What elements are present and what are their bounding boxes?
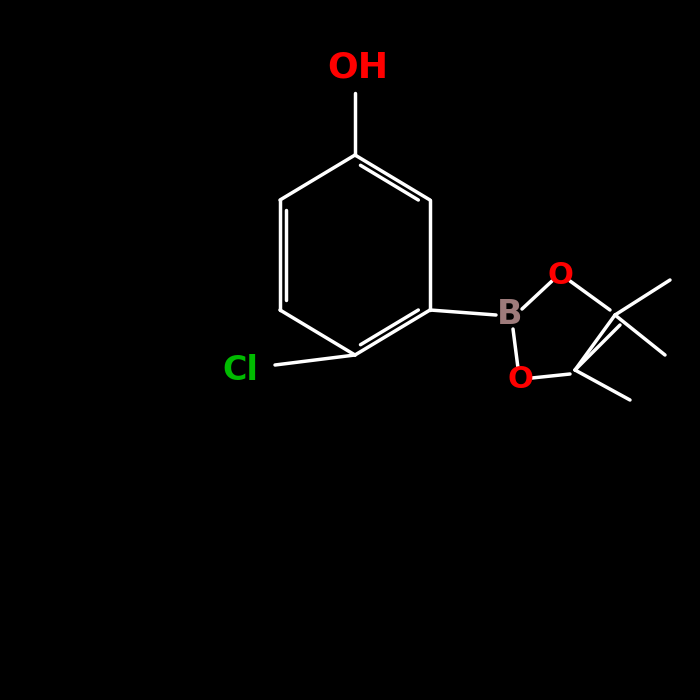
Text: O: O [547, 260, 573, 290]
Text: OH: OH [328, 50, 389, 84]
Text: Cl: Cl [222, 354, 258, 386]
Text: O: O [507, 365, 533, 395]
Text: B: B [497, 298, 523, 332]
